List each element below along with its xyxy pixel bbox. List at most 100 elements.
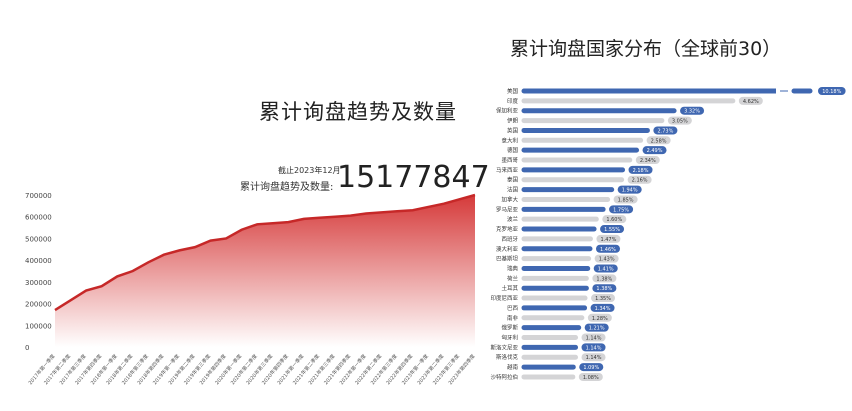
data-label: 1.14% (586, 355, 602, 361)
category-label: 伊朗 (507, 117, 519, 125)
category-label: 斯洛文尼亚 (490, 343, 518, 351)
data-label: 1.43% (599, 257, 615, 263)
data-label-bg (584, 323, 609, 332)
data-label-bg (581, 353, 606, 362)
category-label: 巴基斯坦 (496, 255, 519, 263)
category-label: 斯洛伐克 (496, 353, 519, 361)
data-label: 1.14% (586, 345, 602, 351)
category-label: 印度 (507, 97, 519, 105)
data-label-bg (653, 126, 678, 135)
area-fill (55, 195, 475, 347)
data-label: 1.55% (604, 227, 620, 233)
data-label-bg (590, 303, 615, 312)
y-tick-label: 700000 (25, 192, 52, 200)
data-label-bg (578, 372, 603, 381)
data-label: 1.21% (589, 326, 605, 332)
y-tick-label: 400000 (25, 257, 52, 265)
data-label-bg (594, 254, 619, 263)
data-label-bg (667, 116, 692, 125)
data-label: 1.35% (595, 296, 611, 302)
category-label: 匈牙利 (501, 334, 518, 342)
data-label-bg (581, 343, 606, 352)
y-tick-label: 200000 (25, 301, 52, 309)
data-label: 3.32% (684, 109, 700, 115)
data-label-bg (738, 96, 763, 105)
data-label: 1.60% (606, 217, 622, 223)
data-label-bg (592, 284, 617, 293)
trend-area-chart: 0 100000 200000 300000 400000 500000 600000 700… (25, 192, 477, 386)
data-label: 2.34% (640, 158, 656, 164)
category-label: 巴西 (507, 305, 519, 312)
data-label-bg (593, 264, 618, 273)
data-label: 1.38% (596, 286, 612, 292)
category-label: 克罗地亚 (496, 225, 519, 233)
category-label: 瑞典 (507, 264, 519, 272)
series-line (54, 193, 476, 312)
total-value: 15177847 (337, 160, 490, 195)
category-label: 俄罗斯 (501, 324, 518, 332)
category-label: 印度尼西亚 (490, 294, 518, 302)
data-label-bg (595, 244, 620, 253)
data-label-bg (818, 87, 846, 95)
data-label-bg (587, 313, 612, 322)
category-label: 土耳其 (501, 284, 518, 292)
category-label: 波兰 (507, 215, 519, 223)
data-label-bg (600, 225, 625, 234)
data-label-bg (609, 205, 634, 214)
data-label: 1.38% (596, 276, 612, 282)
data-label: 1.28% (592, 316, 608, 322)
data-label: 2.18% (633, 168, 649, 174)
category-label: 意大利 (501, 136, 518, 144)
data-label: 1.08% (583, 375, 599, 381)
y-tick-label: 0 (25, 344, 29, 352)
category-label: 保加利亚 (496, 107, 519, 115)
total-label: 累计询盘趋势及数量: (240, 182, 334, 193)
category-label: 西班牙 (501, 235, 518, 243)
data-label-bg (579, 363, 604, 372)
category-label: 南非 (507, 314, 519, 322)
data-label-bg (592, 274, 617, 283)
country-title: 累计询盘国家分布（全球前30） (510, 38, 782, 60)
category-label: 泰国 (507, 176, 519, 184)
category-label: 越南 (507, 363, 519, 371)
data-label-bg (596, 234, 621, 243)
data-label-bg (680, 106, 705, 115)
category-label: 法国 (507, 186, 519, 194)
data-label-bg (581, 333, 606, 342)
data-label-bg (602, 215, 627, 224)
trend-title: 累计询盘趋势及数量 (259, 100, 457, 124)
category-label: 马来西亚 (496, 166, 519, 174)
data-label: 1.34% (595, 306, 611, 312)
data-label: 3.05% (672, 119, 688, 125)
data-label: 2.16% (632, 178, 648, 184)
data-label-bg (627, 175, 652, 184)
data-label: 2.49% (647, 148, 663, 154)
category-label: 罗马尼亚 (496, 205, 519, 213)
y-tick-label: 100000 (25, 322, 52, 330)
data-label: 1.41% (598, 266, 614, 272)
category-label: 德国 (507, 146, 519, 154)
data-label: 1.75% (613, 207, 629, 213)
category-label: 荷兰 (507, 274, 519, 282)
data-label-bg (628, 165, 653, 174)
data-label: 1.14% (586, 336, 602, 342)
data-label: 2.73% (657, 128, 673, 134)
data-label: 1.46% (600, 247, 616, 253)
data-label: 1.47% (600, 237, 616, 243)
category-label: 美国 (507, 87, 519, 95)
category-label: 澳大利亚 (496, 245, 519, 253)
data-label-bg (617, 185, 642, 194)
data-label-bg (646, 136, 671, 145)
as-of-date: 截止2023年12月 (278, 166, 341, 175)
data-label: 1.94% (622, 188, 638, 194)
data-label: 2.58% (651, 138, 667, 144)
data-label: 4.62% (743, 99, 759, 105)
y-tick-label: 500000 (25, 235, 52, 243)
category-label: 英国 (507, 126, 519, 134)
data-label: 1.85% (618, 197, 634, 203)
category-label: 加拿大 (501, 195, 518, 203)
category-label: 沙特阿拉伯 (490, 373, 518, 381)
data-label-bg (591, 294, 616, 303)
data-label: 1.09% (583, 365, 599, 371)
